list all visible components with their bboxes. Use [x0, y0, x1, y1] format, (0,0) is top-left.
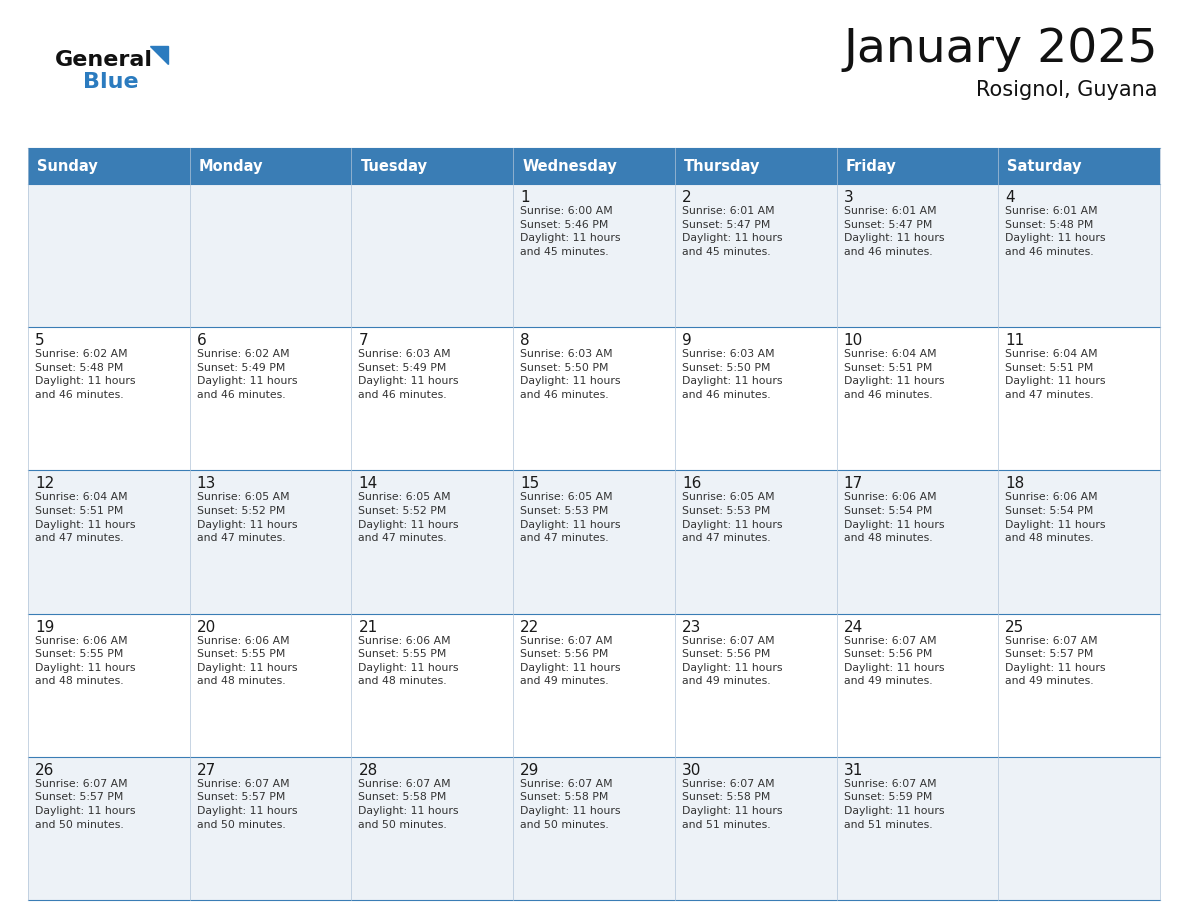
Text: Sunrise: 6:05 AM
Sunset: 5:53 PM
Daylight: 11 hours
and 47 minutes.: Sunrise: 6:05 AM Sunset: 5:53 PM Dayligh…	[682, 492, 783, 543]
Text: Sunrise: 6:05 AM
Sunset: 5:53 PM
Daylight: 11 hours
and 47 minutes.: Sunrise: 6:05 AM Sunset: 5:53 PM Dayligh…	[520, 492, 620, 543]
Text: Sunrise: 6:07 AM
Sunset: 5:57 PM
Daylight: 11 hours
and 49 minutes.: Sunrise: 6:07 AM Sunset: 5:57 PM Dayligh…	[1005, 635, 1106, 687]
Text: Sunrise: 6:02 AM
Sunset: 5:49 PM
Daylight: 11 hours
and 46 minutes.: Sunrise: 6:02 AM Sunset: 5:49 PM Dayligh…	[197, 349, 297, 400]
Text: Sunday: Sunday	[37, 159, 97, 174]
Text: Sunrise: 6:01 AM
Sunset: 5:48 PM
Daylight: 11 hours
and 46 minutes.: Sunrise: 6:01 AM Sunset: 5:48 PM Dayligh…	[1005, 206, 1106, 257]
Text: Sunrise: 6:03 AM
Sunset: 5:49 PM
Daylight: 11 hours
and 46 minutes.: Sunrise: 6:03 AM Sunset: 5:49 PM Dayligh…	[359, 349, 459, 400]
Text: 11: 11	[1005, 333, 1024, 348]
Text: January 2025: January 2025	[843, 28, 1158, 73]
Text: 25: 25	[1005, 620, 1024, 634]
Bar	[29, 327, 1159, 470]
Bar	[29, 148, 1159, 184]
Text: Thursday: Thursday	[684, 159, 760, 174]
Text: 19: 19	[34, 620, 55, 634]
Text: 14: 14	[359, 476, 378, 491]
Text: 8: 8	[520, 333, 530, 348]
Text: Sunrise: 6:07 AM
Sunset: 5:58 PM
Daylight: 11 hours
and 50 minutes.: Sunrise: 6:07 AM Sunset: 5:58 PM Dayligh…	[520, 778, 620, 830]
Text: Sunrise: 6:07 AM
Sunset: 5:57 PM
Daylight: 11 hours
and 50 minutes.: Sunrise: 6:07 AM Sunset: 5:57 PM Dayligh…	[197, 778, 297, 830]
Text: 6: 6	[197, 333, 207, 348]
Text: Sunrise: 6:07 AM
Sunset: 5:58 PM
Daylight: 11 hours
and 50 minutes.: Sunrise: 6:07 AM Sunset: 5:58 PM Dayligh…	[359, 778, 459, 830]
Text: 27: 27	[197, 763, 216, 778]
Text: Sunrise: 6:02 AM
Sunset: 5:48 PM
Daylight: 11 hours
and 46 minutes.: Sunrise: 6:02 AM Sunset: 5:48 PM Dayligh…	[34, 349, 135, 400]
Text: Sunrise: 6:03 AM
Sunset: 5:50 PM
Daylight: 11 hours
and 46 minutes.: Sunrise: 6:03 AM Sunset: 5:50 PM Dayligh…	[682, 349, 783, 400]
Text: 21: 21	[359, 620, 378, 634]
Bar	[29, 613, 1159, 756]
Text: 23: 23	[682, 620, 701, 634]
Text: Sunrise: 6:07 AM
Sunset: 5:57 PM
Daylight: 11 hours
and 50 minutes.: Sunrise: 6:07 AM Sunset: 5:57 PM Dayligh…	[34, 778, 135, 830]
Text: 30: 30	[682, 763, 701, 778]
Text: Sunrise: 6:04 AM
Sunset: 5:51 PM
Daylight: 11 hours
and 46 minutes.: Sunrise: 6:04 AM Sunset: 5:51 PM Dayligh…	[843, 349, 944, 400]
Bar	[29, 184, 1159, 327]
Text: Sunrise: 6:07 AM
Sunset: 5:56 PM
Daylight: 11 hours
and 49 minutes.: Sunrise: 6:07 AM Sunset: 5:56 PM Dayligh…	[843, 635, 944, 687]
Text: 2: 2	[682, 190, 691, 205]
Text: 18: 18	[1005, 476, 1024, 491]
Text: 20: 20	[197, 620, 216, 634]
Text: Sunrise: 6:04 AM
Sunset: 5:51 PM
Daylight: 11 hours
and 47 minutes.: Sunrise: 6:04 AM Sunset: 5:51 PM Dayligh…	[1005, 349, 1106, 400]
Text: Sunrise: 6:03 AM
Sunset: 5:50 PM
Daylight: 11 hours
and 46 minutes.: Sunrise: 6:03 AM Sunset: 5:50 PM Dayligh…	[520, 349, 620, 400]
Bar	[29, 756, 1159, 900]
Text: Sunrise: 6:06 AM
Sunset: 5:54 PM
Daylight: 11 hours
and 48 minutes.: Sunrise: 6:06 AM Sunset: 5:54 PM Dayligh…	[1005, 492, 1106, 543]
Text: Sunrise: 6:07 AM
Sunset: 5:56 PM
Daylight: 11 hours
and 49 minutes.: Sunrise: 6:07 AM Sunset: 5:56 PM Dayligh…	[682, 635, 783, 687]
Text: 10: 10	[843, 333, 862, 348]
Text: Sunrise: 6:07 AM
Sunset: 5:59 PM
Daylight: 11 hours
and 51 minutes.: Sunrise: 6:07 AM Sunset: 5:59 PM Dayligh…	[843, 778, 944, 830]
Text: Sunrise: 6:01 AM
Sunset: 5:47 PM
Daylight: 11 hours
and 46 minutes.: Sunrise: 6:01 AM Sunset: 5:47 PM Dayligh…	[843, 206, 944, 257]
Text: 15: 15	[520, 476, 539, 491]
Text: 31: 31	[843, 763, 862, 778]
Text: 16: 16	[682, 476, 701, 491]
Text: Blue: Blue	[83, 72, 139, 92]
Polygon shape	[150, 46, 168, 64]
Text: Sunrise: 6:06 AM
Sunset: 5:55 PM
Daylight: 11 hours
and 48 minutes.: Sunrise: 6:06 AM Sunset: 5:55 PM Dayligh…	[34, 635, 135, 687]
Text: 29: 29	[520, 763, 539, 778]
Text: Friday: Friday	[846, 159, 896, 174]
Text: Wednesday: Wednesday	[523, 159, 617, 174]
Text: 22: 22	[520, 620, 539, 634]
Text: Saturday: Saturday	[1007, 159, 1082, 174]
Text: Sunrise: 6:06 AM
Sunset: 5:55 PM
Daylight: 11 hours
and 48 minutes.: Sunrise: 6:06 AM Sunset: 5:55 PM Dayligh…	[197, 635, 297, 687]
Text: Sunrise: 6:05 AM
Sunset: 5:52 PM
Daylight: 11 hours
and 47 minutes.: Sunrise: 6:05 AM Sunset: 5:52 PM Dayligh…	[359, 492, 459, 543]
Text: Sunrise: 6:01 AM
Sunset: 5:47 PM
Daylight: 11 hours
and 45 minutes.: Sunrise: 6:01 AM Sunset: 5:47 PM Dayligh…	[682, 206, 783, 257]
Text: 12: 12	[34, 476, 55, 491]
Text: Rosignol, Guyana: Rosignol, Guyana	[977, 80, 1158, 100]
Text: Sunrise: 6:06 AM
Sunset: 5:55 PM
Daylight: 11 hours
and 48 minutes.: Sunrise: 6:06 AM Sunset: 5:55 PM Dayligh…	[359, 635, 459, 687]
Text: 5: 5	[34, 333, 45, 348]
Text: 26: 26	[34, 763, 55, 778]
Text: Sunrise: 6:05 AM
Sunset: 5:52 PM
Daylight: 11 hours
and 47 minutes.: Sunrise: 6:05 AM Sunset: 5:52 PM Dayligh…	[197, 492, 297, 543]
Text: Sunrise: 6:00 AM
Sunset: 5:46 PM
Daylight: 11 hours
and 45 minutes.: Sunrise: 6:00 AM Sunset: 5:46 PM Dayligh…	[520, 206, 620, 257]
Text: 17: 17	[843, 476, 862, 491]
Text: 28: 28	[359, 763, 378, 778]
Text: 1: 1	[520, 190, 530, 205]
Text: 13: 13	[197, 476, 216, 491]
Text: 9: 9	[682, 333, 691, 348]
Text: General: General	[55, 50, 153, 70]
Text: 7: 7	[359, 333, 368, 348]
Text: 24: 24	[843, 620, 862, 634]
Text: Sunrise: 6:07 AM
Sunset: 5:56 PM
Daylight: 11 hours
and 49 minutes.: Sunrise: 6:07 AM Sunset: 5:56 PM Dayligh…	[520, 635, 620, 687]
Bar	[29, 470, 1159, 613]
Text: Sunrise: 6:07 AM
Sunset: 5:58 PM
Daylight: 11 hours
and 51 minutes.: Sunrise: 6:07 AM Sunset: 5:58 PM Dayligh…	[682, 778, 783, 830]
Text: Sunrise: 6:04 AM
Sunset: 5:51 PM
Daylight: 11 hours
and 47 minutes.: Sunrise: 6:04 AM Sunset: 5:51 PM Dayligh…	[34, 492, 135, 543]
Text: Monday: Monday	[198, 159, 264, 174]
Text: Sunrise: 6:06 AM
Sunset: 5:54 PM
Daylight: 11 hours
and 48 minutes.: Sunrise: 6:06 AM Sunset: 5:54 PM Dayligh…	[843, 492, 944, 543]
Text: 4: 4	[1005, 190, 1015, 205]
Text: Tuesday: Tuesday	[360, 159, 428, 174]
Text: 3: 3	[843, 190, 853, 205]
